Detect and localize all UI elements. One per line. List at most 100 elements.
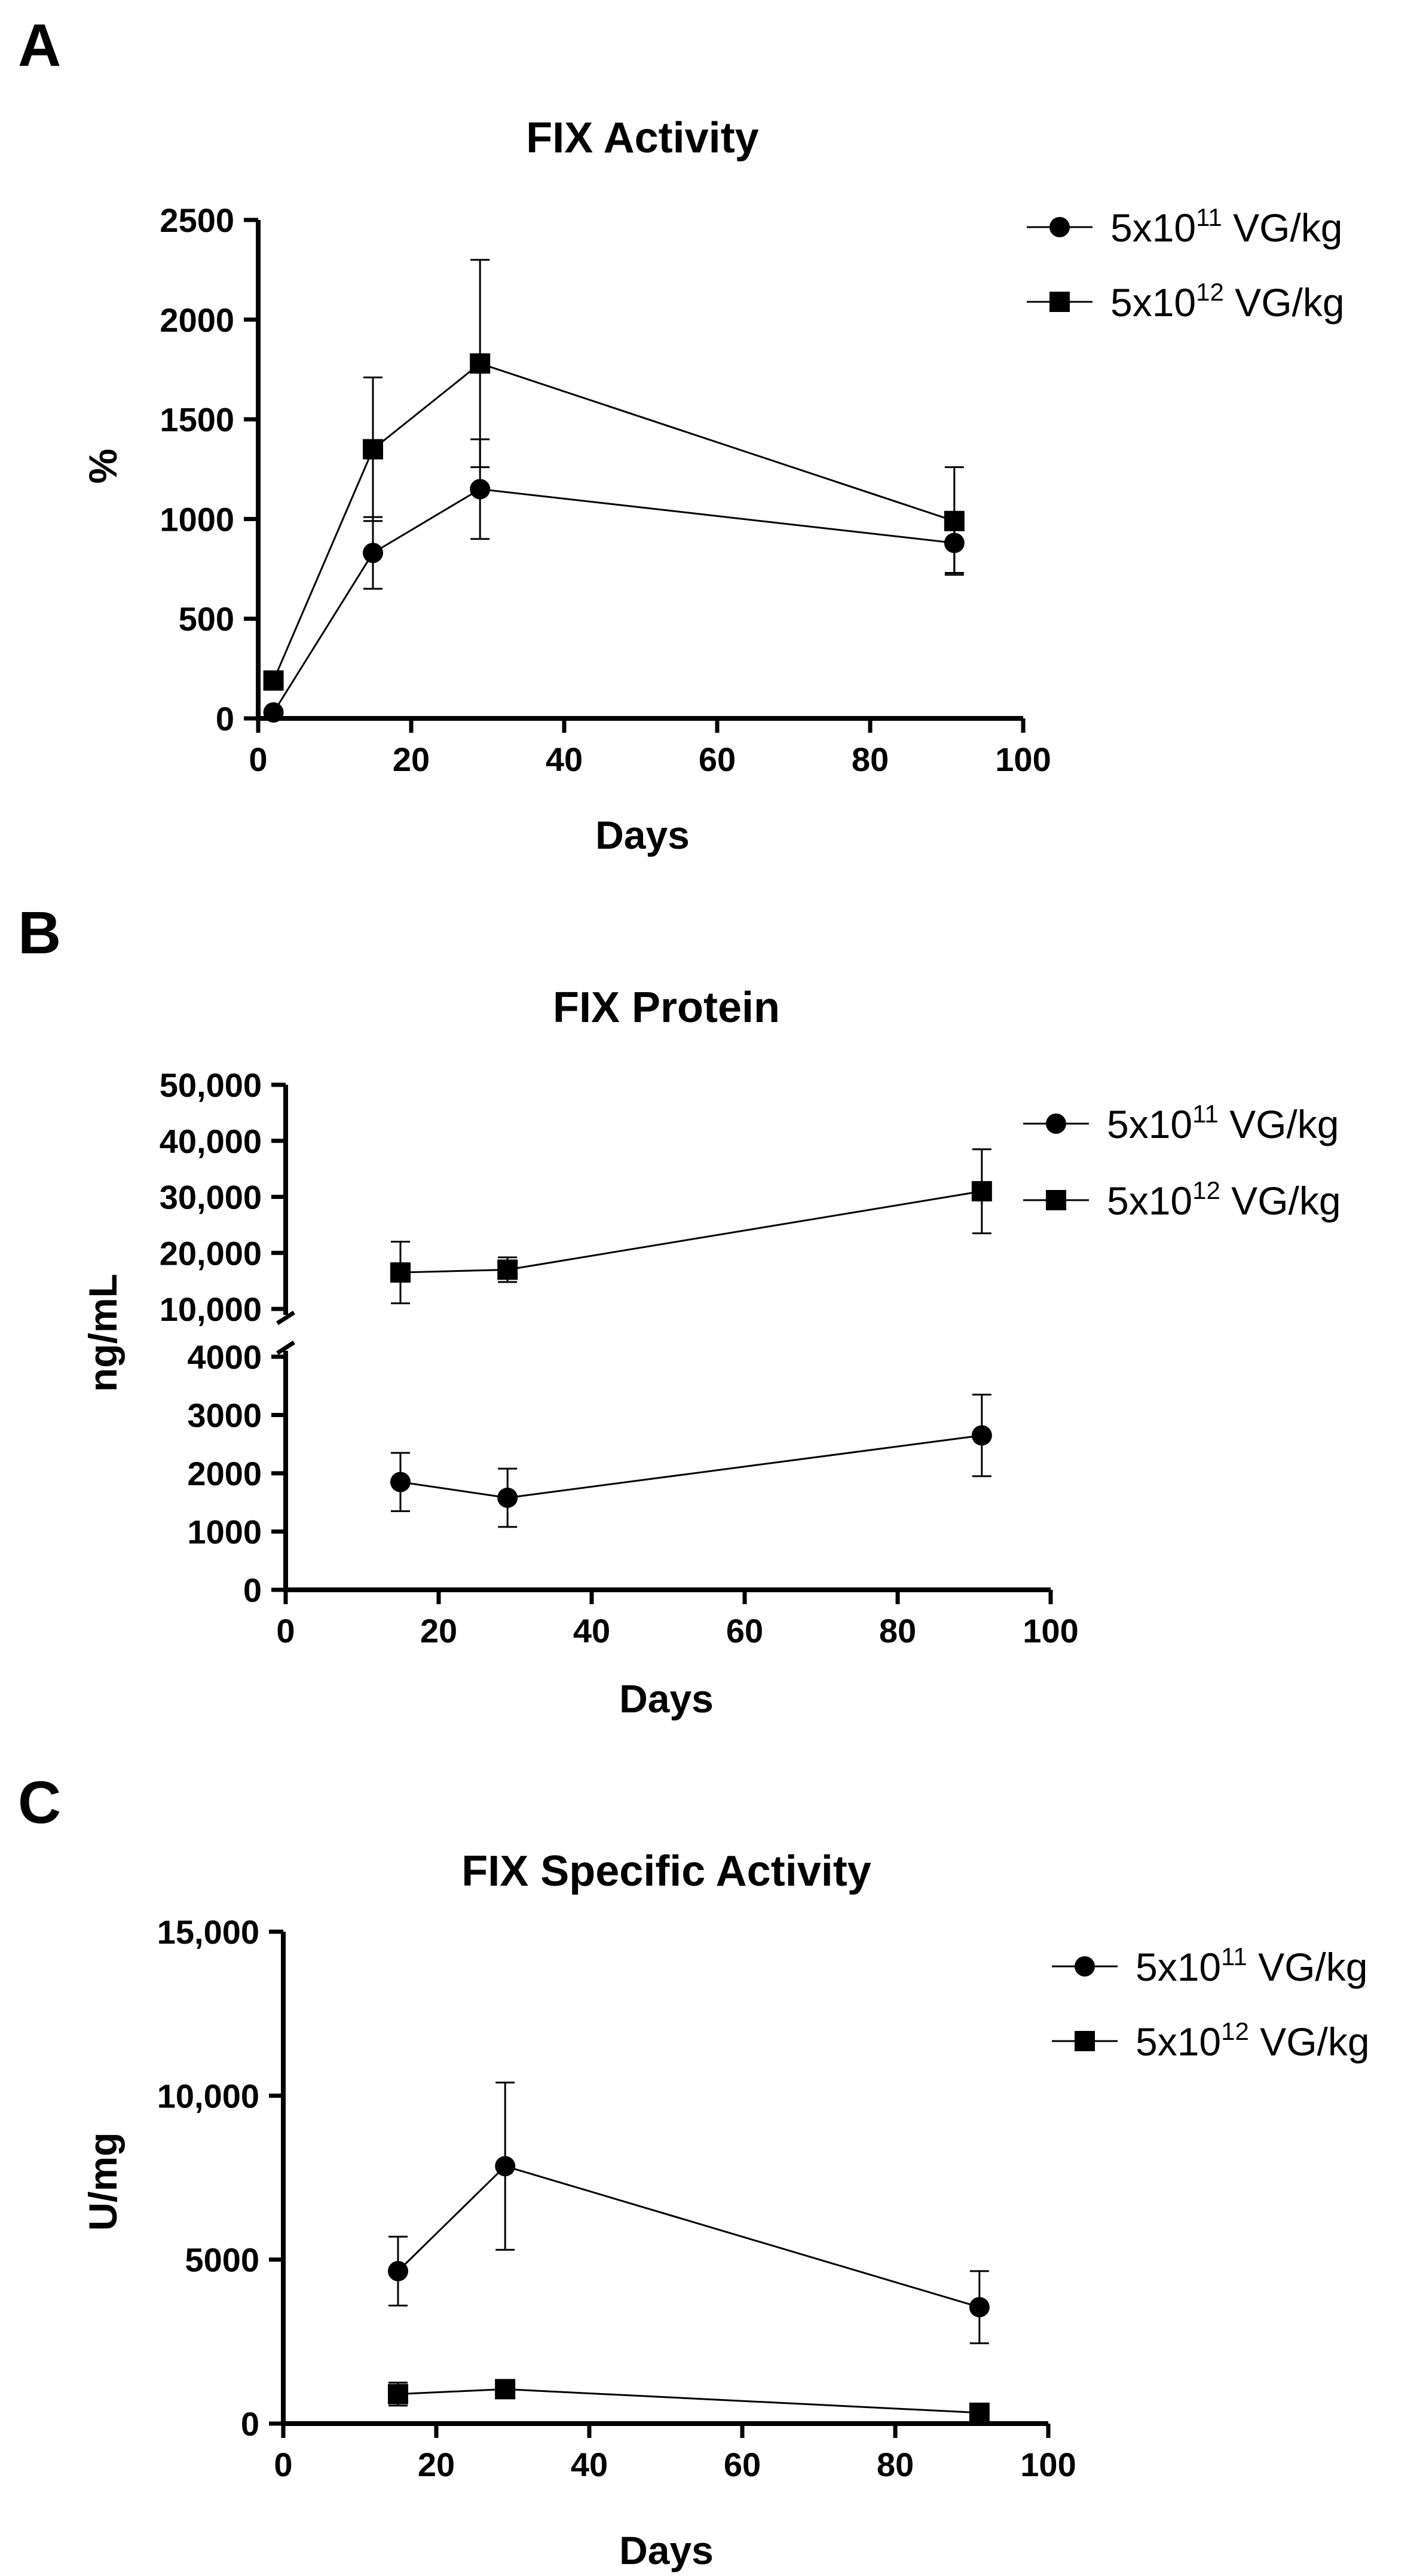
panel-a-axes	[244, 218, 1026, 733]
panel-b-ylabel: ng/mL	[81, 1274, 125, 1392]
panel-a-y-ticks: 0 500 1000 1500 2000 2500	[160, 201, 234, 738]
panel-a-letter: A	[18, 12, 61, 79]
panel-b-x-tick-label: 0	[276, 1612, 295, 1650]
panel-a-data-point	[470, 479, 491, 500]
panel-c-series-2	[388, 2379, 990, 2423]
panel-b-xlabel: Days	[619, 1676, 714, 1721]
panel-b-plot-area	[390, 1148, 992, 1528]
panel-c-series-1	[388, 2081, 990, 2345]
panel-a: A FIX Activity % Days 050010001500200025…	[18, 12, 1345, 857]
legend-marker-2	[1075, 2031, 1095, 2051]
panel-c-data-point	[495, 2379, 516, 2400]
panel-b-data-point	[497, 1487, 518, 1508]
panel-c-series-2-line	[397, 2388, 980, 2414]
panel-b-y-tick-label: 40,000	[160, 1122, 262, 1160]
panel-a-x-tick-label: 80	[852, 741, 889, 778]
panel-c: C FIX Specific Activity U/mg Days 0 5000 1…	[18, 1769, 1370, 2572]
panel-a-x-tick-label: 60	[699, 741, 736, 778]
panel-c-data-point	[495, 2156, 516, 2177]
panel-a-y-tick-label: 1000	[160, 500, 234, 538]
panel-b-data-point	[497, 1259, 518, 1280]
panel-a-y-tick-label: 1500	[160, 401, 234, 439]
legend-marker-2	[1049, 292, 1070, 312]
panel-b-y-ticks: 0 1000 2000 3000 4000 10,000 20,000 30,000 40,00…	[160, 1066, 262, 1609]
legend-label-1: 5x1011 VG/kg	[1107, 1100, 1339, 1146]
panel-a-x-tick-label: 100	[995, 741, 1051, 778]
panel-c-plot-area	[388, 2081, 990, 2423]
panel-c-x-tick-label: 20	[418, 2446, 455, 2483]
legend-label-2: 5x1012 VG/kg	[1110, 278, 1345, 325]
panel-b-y-tick-label: 10,000	[160, 1290, 262, 1328]
panel-c-x-tick-label: 100	[1020, 2446, 1076, 2483]
panel-b-y-tick-label: 30,000	[160, 1179, 262, 1216]
panel-a-data-point	[363, 543, 383, 564]
legend-label-1: 5x1011 VG/kg	[1110, 203, 1342, 250]
panel-b-series-2-line	[400, 1190, 983, 1274]
panel-c-x-tick-label: 0	[274, 2446, 292, 2483]
panel-a-data-point	[363, 439, 383, 460]
panel-a-series-2-line	[273, 362, 955, 681]
panel-c-series-1-line	[397, 2165, 980, 2308]
panel-a-series-2	[263, 259, 965, 691]
panel-b-x-ticks: 0 20 40 60 80 100	[276, 1612, 1078, 1650]
panel-a-data-point	[263, 670, 284, 691]
panel-a-x-ticks: 0 20 40 60 80 100	[249, 741, 1051, 778]
panel-c-legend: 5x1011 VG/kg 5x1012 VG/kg	[1052, 1942, 1370, 2064]
panel-c-y-tick-label: 0	[241, 2405, 259, 2443]
panel-b: B FIX Protein ng/mL Days 010002000300040…	[18, 900, 1341, 1721]
panel-a-x-tick-label: 0	[249, 741, 267, 778]
panel-b-data-point	[390, 1471, 411, 1492]
panel-a-y-tick-label: 2000	[160, 301, 234, 339]
panel-c-xlabel: Days	[619, 2528, 714, 2572]
panel-a-plot-area	[263, 259, 965, 723]
panel-a-y-tick-label: 500	[179, 600, 234, 638]
panel-c-title: FIX Specific Activity	[461, 1847, 871, 1895]
panel-b-axis-break-mark	[276, 1311, 295, 1325]
panel-c-y-tick-label: 15,000	[157, 1913, 259, 1951]
panel-a-series-1-line	[273, 488, 954, 713]
panel-b-data-point	[971, 1181, 992, 1202]
panel-a-ylabel: %	[81, 449, 125, 484]
panel-b-data-point	[390, 1262, 411, 1283]
panel-b-x-tick-label: 60	[726, 1612, 763, 1650]
panel-c-axes	[269, 1929, 1051, 2438]
panel-b-x-tick-label: 100	[1023, 1612, 1078, 1650]
panel-b-title: FIX Protein	[553, 984, 780, 1032]
panel-c-y-tick-label: 5000	[185, 2241, 259, 2279]
panel-a-data-point	[944, 510, 965, 531]
panel-b-series-1-line	[400, 1434, 982, 1499]
panel-c-x-ticks: 0 20 40 60 80 100	[274, 2446, 1076, 2483]
panel-b-letter: B	[18, 900, 61, 966]
panel-b-y-tick-label: 2000	[187, 1455, 262, 1492]
panel-c-y-ticks: 0 5000 10,000 15,000	[157, 1913, 259, 2443]
panel-b-y-tick-label: 1000	[187, 1513, 262, 1551]
panel-c-x-tick-label: 80	[877, 2446, 914, 2483]
legend-marker-1	[1075, 1956, 1095, 1977]
panel-a-series-1	[263, 438, 965, 723]
panel-c-x-tick-label: 40	[571, 2446, 608, 2483]
legend-label-2: 5x1012 VG/kg	[1136, 2017, 1370, 2064]
legend-label-2: 5x1012 VG/kg	[1107, 1176, 1341, 1223]
panel-a-x-tick-label: 20	[393, 741, 430, 778]
panel-c-letter: C	[18, 1769, 61, 1836]
panel-c-data-point	[388, 2260, 408, 2281]
panel-a-y-tick-label: 2500	[160, 201, 234, 239]
legend-marker-1	[1046, 1113, 1066, 1134]
panel-b-y-tick-label: 20,000	[160, 1234, 262, 1272]
panel-a-xlabel: Days	[595, 813, 690, 857]
panel-a-title: FIX Activity	[526, 114, 758, 162]
panel-b-x-tick-label: 80	[879, 1612, 916, 1650]
panel-c-data-point	[388, 2384, 408, 2404]
panel-a-y-tick-label: 0	[216, 700, 234, 738]
panel-b-x-tick-label: 40	[573, 1612, 610, 1650]
legend-marker-1	[1049, 217, 1070, 237]
panel-b-series-2	[390, 1148, 992, 1305]
panel-b-y-tick-label: 3000	[187, 1397, 262, 1434]
panel-b-y-tick-label: 50,000	[160, 1066, 262, 1104]
panel-c-y-tick-label: 10,000	[157, 2077, 259, 2115]
panel-b-y-tick-label: 0	[243, 1571, 262, 1609]
panel-b-legend: 5x1011 VG/kg 5x1012 VG/kg	[1023, 1100, 1341, 1223]
panel-a-data-point	[470, 353, 491, 374]
panel-b-data-point	[971, 1425, 992, 1446]
